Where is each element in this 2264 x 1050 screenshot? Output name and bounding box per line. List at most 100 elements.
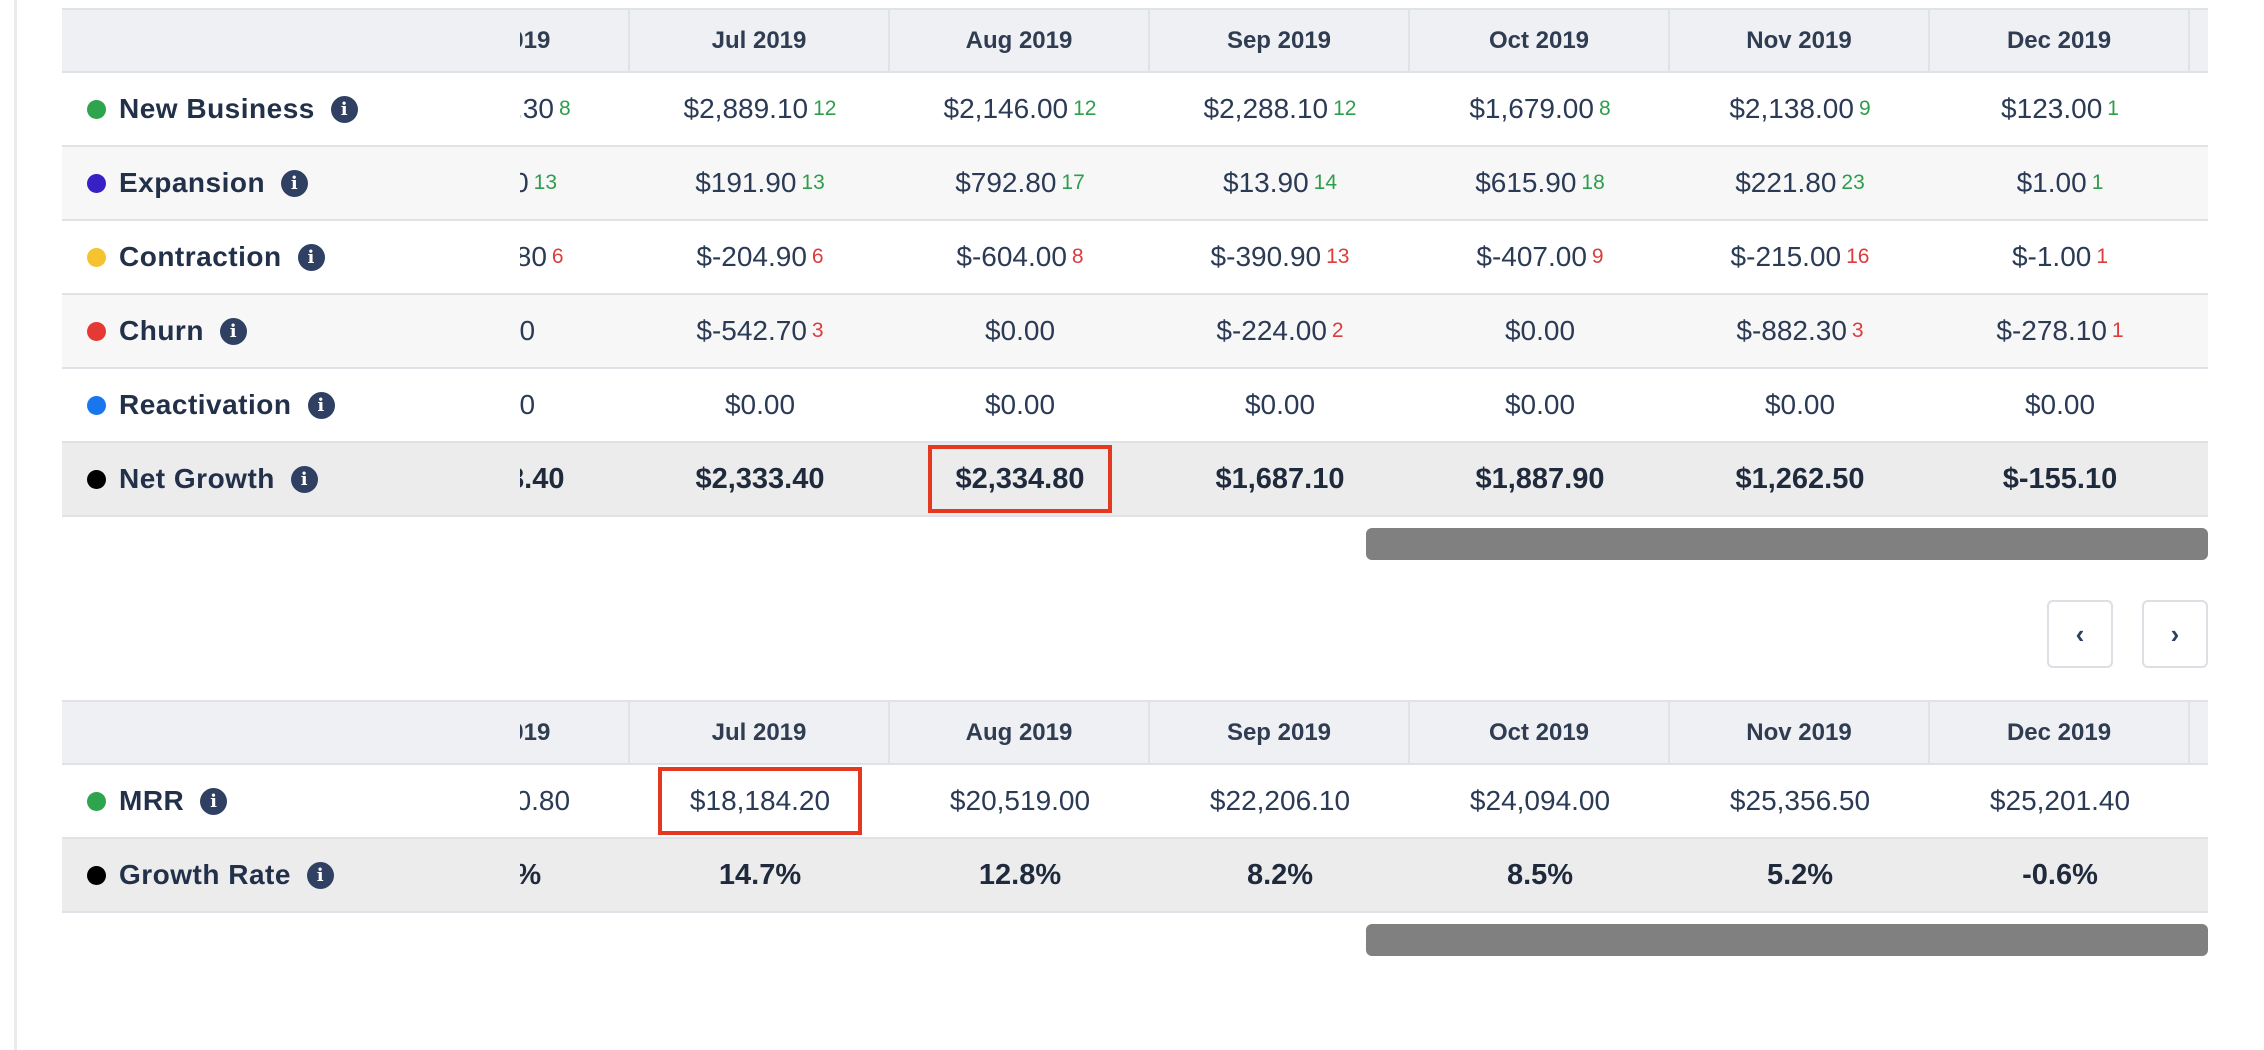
month-header: Jul 2019 xyxy=(630,10,890,71)
table-row: Churni$0.00$-542.703$0.00$-224.002$0.00$… xyxy=(62,295,2208,369)
total-cell: $2,333.40 xyxy=(630,443,890,515)
info-icon[interactable]: i xyxy=(290,465,318,493)
table-cell: $615.90 18 xyxy=(1410,147,1670,219)
cell-value: $25,356.50 xyxy=(1729,785,1871,816)
info-icon[interactable]: i xyxy=(200,787,228,815)
table-cell: $-542.70 3 xyxy=(630,295,890,367)
row-label-text: Expansion xyxy=(119,167,266,198)
info-icon[interactable]: i xyxy=(306,861,334,889)
cell-value: $1.00 xyxy=(2016,167,2087,198)
cell-value: $-215.00 xyxy=(1730,241,1842,272)
horizontal-scrollbar-movements[interactable] xyxy=(1366,528,2208,560)
chevron-left-icon: ‹ xyxy=(2075,618,2085,649)
cell-value: $-407.00 xyxy=(1476,241,1587,272)
customer-count: 13 xyxy=(1326,245,1350,268)
table-cell: $1,679.00 8 xyxy=(1410,73,1670,145)
total-cell: $-155.10 xyxy=(1930,443,2190,515)
row-label: Contraction i xyxy=(62,221,522,293)
month-header: Dec 2019 xyxy=(1930,702,2190,763)
month-header: Nov 2019 xyxy=(1670,702,1930,763)
customer-count: 9 xyxy=(1591,245,1604,268)
customer-count: 3 xyxy=(811,319,824,342)
table-cell: $22,206.10 xyxy=(1150,765,1410,837)
cell-value: $1,090 xyxy=(520,167,529,198)
cell-value: $615.90 xyxy=(1475,167,1577,198)
row-label: MRR i xyxy=(62,765,522,837)
month-header: Jun 2019 xyxy=(520,10,630,71)
table-cell: $13.90 14 xyxy=(1150,147,1410,219)
table-cell: $2,288.10 12 xyxy=(1150,73,1410,145)
row-label-text: Contraction xyxy=(119,241,282,272)
horizontal-scrollbar-mrr[interactable] xyxy=(1366,924,2208,956)
info-icon[interactable]: i xyxy=(281,169,309,197)
table-cell: $0.00 xyxy=(520,369,630,441)
table-row: Contractioni$-312.806$-204.906$-604.008$… xyxy=(62,221,2208,295)
info-icon[interactable]: i xyxy=(330,95,358,123)
table-cell: $0.00 xyxy=(890,369,1150,441)
cell-value: $0.00 xyxy=(724,389,796,420)
cell-value: -0.6% xyxy=(2022,858,2098,891)
cell-value: $0.00 xyxy=(1504,389,1576,420)
customer-count: 1 xyxy=(2111,319,2124,342)
month-header: Dec 2019 xyxy=(1930,10,2190,71)
cell-value: $18,184.20 xyxy=(689,785,831,816)
total-cell: 12.8% xyxy=(890,839,1150,911)
table-cell: $123.00 1 xyxy=(1930,73,2190,145)
table-cell: $-1.00 1 xyxy=(1930,221,2190,293)
month-header: Aug 2019 xyxy=(890,10,1150,71)
table-row: New Businessi$2,195.308$2,889.1012$2,146… xyxy=(62,73,2208,147)
table-cell: $-882.30 3 xyxy=(1670,295,1930,367)
cell-value: $15,850.80 xyxy=(520,785,571,816)
customer-count: 14 xyxy=(1313,171,1337,194)
customer-count: 2 xyxy=(1331,319,1344,342)
row-label-text: New Business xyxy=(119,93,315,124)
prev-page-button[interactable]: ‹ xyxy=(2047,600,2113,668)
chevron-right-icon: › xyxy=(2170,618,2180,649)
total-cell: -0.6% xyxy=(1930,839,2190,911)
page-left-border xyxy=(14,0,17,1050)
customer-count: 18 xyxy=(1581,171,1605,194)
table-cell: $25,201.40 xyxy=(1930,765,2190,837)
customer-count: 6 xyxy=(551,245,564,268)
total-cell: 14.7% xyxy=(630,839,890,911)
month-header: Aug 2019 xyxy=(890,702,1150,763)
info-icon[interactable]: i xyxy=(219,317,247,345)
info-icon[interactable]: i xyxy=(297,243,325,271)
row-label: Expansion i xyxy=(62,147,522,219)
cell-value: $792.80 xyxy=(955,167,1057,198)
total-cell: $2,968.40 xyxy=(520,443,630,515)
customer-count: 1 xyxy=(2096,245,2109,268)
cell-value: $0.00 xyxy=(1504,315,1576,346)
cell-value: $0.00 xyxy=(2024,389,2096,420)
table-cell: $0.00 xyxy=(1930,369,2190,441)
cell-value: $-882.30 xyxy=(1736,315,1847,346)
table-cell: $-312.806 xyxy=(520,221,630,293)
total-row: Net Growth i $2,968.40 $2,333.40 $2,334.80 $1… xyxy=(62,443,2208,517)
customer-count: 13 xyxy=(801,171,825,194)
series-dot xyxy=(87,321,106,341)
table-cell: $-407.00 9 xyxy=(1410,221,1670,293)
table-cell: $191.90 13 xyxy=(630,147,890,219)
cell-value: $2,334.80 xyxy=(955,462,1085,495)
customer-count: 6 xyxy=(811,245,824,268)
next-page-button[interactable]: › xyxy=(2142,600,2208,668)
table-cell: $-278.10 1 xyxy=(1930,295,2190,367)
table-cell: $2,195.308 xyxy=(520,73,630,145)
series-dot xyxy=(87,395,106,415)
month-header: Nov 2019 xyxy=(1670,10,1930,71)
total-cell: $1,887.90 xyxy=(1410,443,1670,515)
customer-count: 17 xyxy=(1061,171,1085,194)
cell-value: $2,195.30 xyxy=(520,93,554,124)
cell-value: $2,138.00 xyxy=(1729,93,1854,124)
total-row: Growth Rate i 23.0% 14.7% 12.8% 8.2% 8.5% 5.2% -… xyxy=(62,839,2208,913)
cell-value: $2,146.00 xyxy=(943,93,1069,124)
table-cell: $24,094.00 xyxy=(1410,765,1670,837)
info-icon[interactable]: i xyxy=(307,391,335,419)
customer-count: 16 xyxy=(1846,245,1870,268)
total-cell: 23.0% xyxy=(520,839,630,911)
cell-value: $0.00 xyxy=(984,315,1056,346)
cell-value: $1,262.50 xyxy=(1735,462,1865,495)
